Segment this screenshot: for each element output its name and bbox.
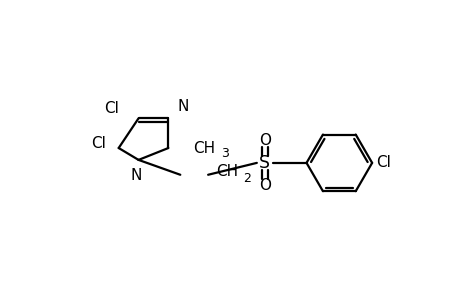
Text: Cl: Cl <box>375 155 390 170</box>
Text: Cl: Cl <box>104 101 118 116</box>
Text: N: N <box>131 168 142 183</box>
Text: O: O <box>258 133 270 148</box>
Text: Cl: Cl <box>91 136 106 151</box>
Text: CH: CH <box>193 140 215 155</box>
Text: S: S <box>259 154 270 172</box>
Text: N: N <box>177 99 188 114</box>
Text: CH: CH <box>216 164 238 179</box>
Text: 3: 3 <box>221 148 229 160</box>
Text: O: O <box>258 178 270 193</box>
Text: 2: 2 <box>242 172 250 185</box>
